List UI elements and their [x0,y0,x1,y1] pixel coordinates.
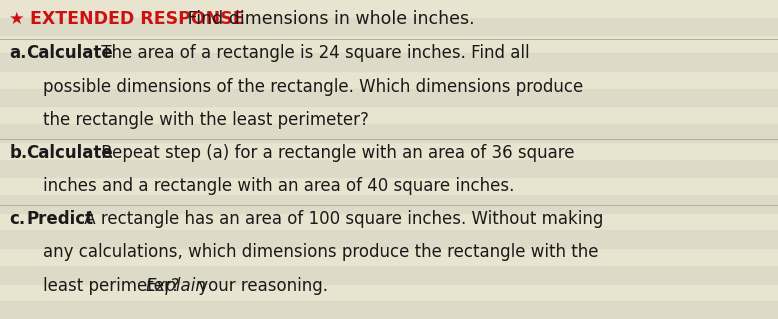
Text: Calculate: Calculate [26,144,114,162]
Text: least perimeter?: least perimeter? [43,277,185,295]
Text: a.: a. [9,44,26,63]
Text: any calculations, which dimensions produce the rectangle with the: any calculations, which dimensions produ… [43,243,598,262]
Bar [0,230,778,248]
Text: c.: c. [9,210,26,228]
Text: Find dimensions in whole inches.: Find dimensions in whole inches. [182,10,475,27]
Text: Predict: Predict [26,210,93,228]
Text: your reasoning.: your reasoning. [193,277,328,295]
Text: EXTENDED RESPONSE: EXTENDED RESPONSE [30,10,244,27]
Bar [0,89,778,106]
Bar [0,53,778,71]
Text: Explain: Explain [145,277,206,295]
Text: Repeat step (a) for a rectangle with an area of 36 square: Repeat step (a) for a rectangle with an … [96,144,575,162]
Text: the rectangle with the least perimeter?: the rectangle with the least perimeter? [43,111,369,129]
Text: ★: ★ [9,10,25,27]
Bar [0,18,778,35]
Text: The area of a rectangle is 24 square inches. Find all: The area of a rectangle is 24 square inc… [96,44,530,63]
Bar [0,124,778,142]
Text: b.: b. [9,144,27,162]
Text: inches and a rectangle with an area of 40 square inches.: inches and a rectangle with an area of 4… [43,177,514,195]
Text: Calculate: Calculate [26,44,114,63]
Bar [0,266,778,284]
Text: A rectangle has an area of 100 square inches. Without making: A rectangle has an area of 100 square in… [79,210,604,228]
Text: possible dimensions of the rectangle. Which dimensions produce: possible dimensions of the rectangle. Wh… [43,78,583,96]
Bar [0,195,778,213]
Bar [0,160,778,177]
Bar [0,301,778,319]
